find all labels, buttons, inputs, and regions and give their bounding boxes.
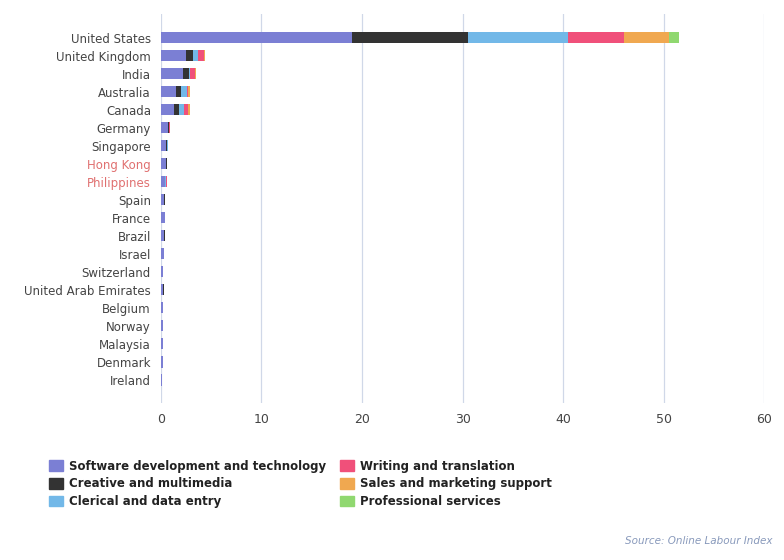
Bar: [184, 104, 188, 115]
Bar: [352, 32, 467, 43]
Bar: [161, 284, 163, 296]
Bar: [568, 32, 623, 43]
Bar: [188, 86, 191, 97]
Bar: [174, 104, 180, 115]
Bar: [166, 140, 167, 151]
Bar: [166, 158, 167, 170]
Bar: [183, 68, 189, 80]
Bar: [161, 176, 165, 188]
Bar: [181, 86, 187, 97]
Bar: [467, 32, 568, 43]
Bar: [161, 230, 164, 241]
Bar: [161, 140, 166, 151]
Bar: [161, 248, 164, 259]
Text: Source: Online Labour Index: Source: Online Labour Index: [625, 536, 772, 546]
Bar: [188, 104, 191, 115]
Bar: [161, 194, 164, 206]
Bar: [176, 86, 181, 97]
Bar: [198, 50, 204, 62]
Bar: [623, 32, 669, 43]
Bar: [164, 194, 165, 206]
Bar: [161, 374, 162, 385]
Bar: [204, 50, 205, 62]
Bar: [161, 50, 186, 62]
Bar: [161, 32, 352, 43]
Bar: [161, 320, 163, 332]
Bar: [161, 212, 165, 223]
Bar: [186, 50, 193, 62]
Bar: [191, 68, 195, 80]
Bar: [161, 158, 165, 170]
Bar: [161, 122, 168, 133]
Legend: Software development and technology, Creative and multimedia, Clerical and data : Software development and technology, Cre…: [49, 460, 552, 508]
Bar: [161, 356, 163, 367]
Bar: [161, 86, 176, 97]
Bar: [189, 68, 191, 80]
Bar: [180, 104, 184, 115]
Bar: [669, 32, 679, 43]
Bar: [165, 158, 166, 170]
Bar: [161, 68, 183, 80]
Bar: [161, 338, 162, 349]
Bar: [164, 230, 165, 241]
Bar: [193, 50, 198, 62]
Bar: [161, 104, 174, 115]
Bar: [161, 266, 163, 277]
Bar: [167, 140, 168, 151]
Bar: [161, 302, 163, 314]
Bar: [187, 86, 188, 97]
Bar: [168, 122, 169, 133]
Bar: [165, 176, 166, 188]
